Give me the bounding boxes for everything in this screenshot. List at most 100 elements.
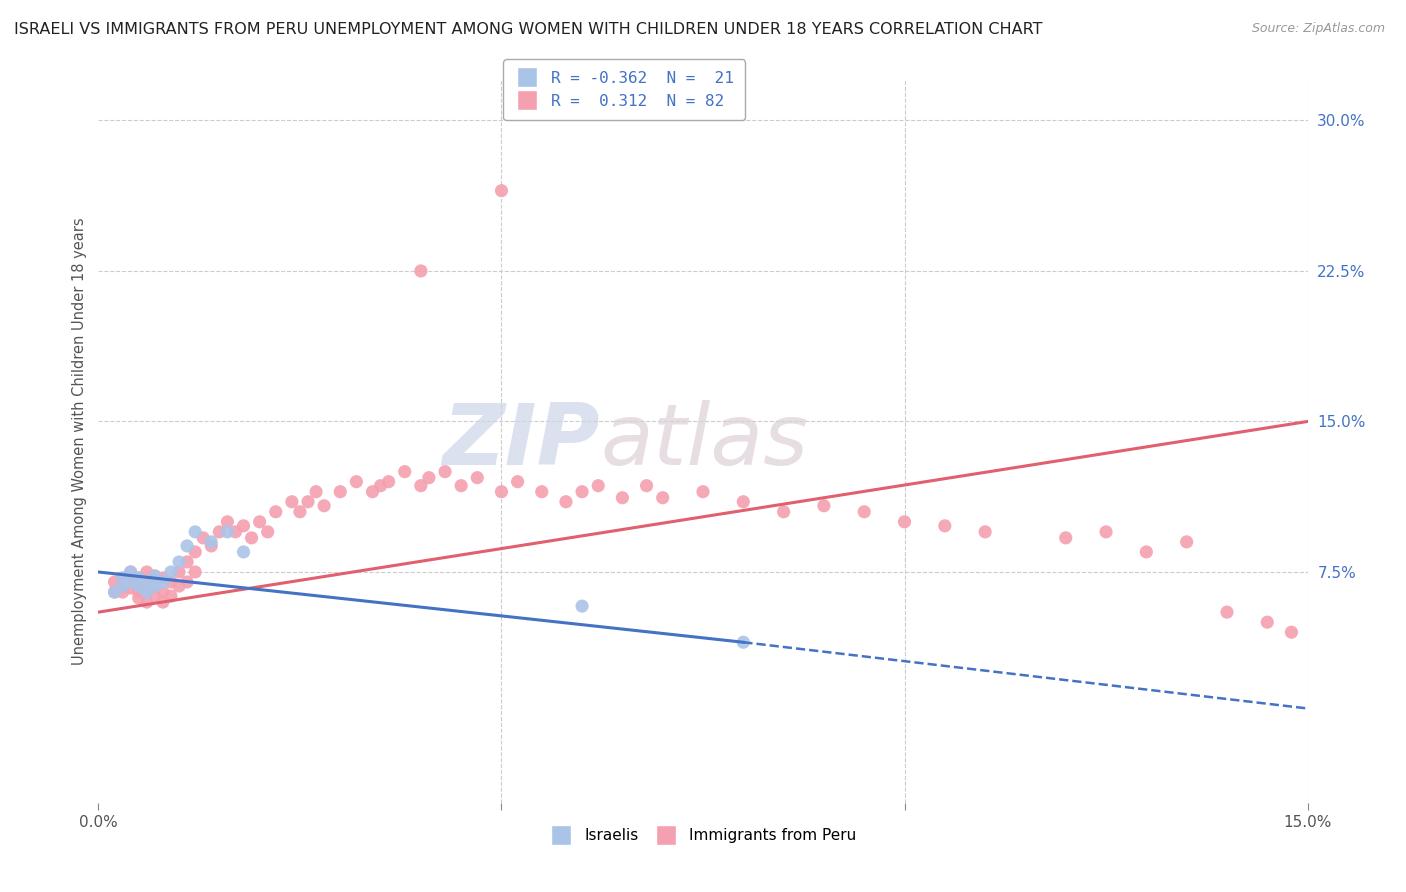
- Point: [636, 478, 658, 492]
- Point: [135, 585, 157, 599]
- Point: [128, 571, 150, 585]
- Point: [160, 565, 183, 579]
- Point: [103, 585, 125, 599]
- Point: [612, 491, 634, 505]
- Point: [111, 571, 134, 585]
- Point: [1256, 615, 1278, 630]
- Point: [184, 565, 207, 579]
- Text: ZIP: ZIP: [443, 400, 600, 483]
- Point: [224, 524, 246, 539]
- Point: [934, 519, 956, 533]
- Point: [314, 499, 336, 513]
- Point: [208, 524, 231, 539]
- Point: [465, 471, 488, 485]
- Point: [143, 569, 166, 583]
- Point: [288, 505, 311, 519]
- Point: [120, 565, 142, 579]
- Point: [370, 478, 392, 492]
- Point: [200, 534, 222, 549]
- Point: [120, 565, 142, 579]
- Point: [167, 555, 190, 569]
- Point: [450, 478, 472, 492]
- Point: [240, 531, 263, 545]
- Point: [200, 539, 222, 553]
- Point: [297, 494, 319, 508]
- Point: [249, 515, 271, 529]
- Point: [434, 465, 457, 479]
- Point: [135, 574, 157, 589]
- Point: [135, 565, 157, 579]
- Point: [1054, 531, 1077, 545]
- Point: [974, 524, 997, 539]
- Point: [120, 574, 142, 589]
- Point: [232, 545, 254, 559]
- Point: [344, 475, 367, 489]
- Point: [1095, 524, 1118, 539]
- Point: [103, 574, 125, 589]
- Point: [143, 579, 166, 593]
- Point: [184, 524, 207, 539]
- Point: [651, 491, 673, 505]
- Point: [167, 579, 190, 593]
- Point: [128, 571, 150, 585]
- Point: [167, 565, 190, 579]
- Point: [329, 484, 352, 499]
- Point: [1175, 534, 1198, 549]
- Point: [1281, 625, 1303, 640]
- Point: [111, 585, 134, 599]
- Point: [128, 585, 150, 599]
- Point: [571, 599, 593, 614]
- Point: [152, 571, 174, 585]
- Legend: Israelis, Immigrants from Peru: Israelis, Immigrants from Peru: [543, 822, 863, 849]
- Point: [152, 574, 174, 589]
- Y-axis label: Unemployment Among Women with Children Under 18 years: Unemployment Among Women with Children U…: [72, 218, 87, 665]
- Point: [555, 494, 578, 508]
- Point: [176, 555, 198, 569]
- Point: [1216, 605, 1239, 619]
- Point: [184, 545, 207, 559]
- Point: [256, 524, 278, 539]
- Point: [571, 484, 593, 499]
- Point: [128, 591, 150, 606]
- Point: [160, 574, 183, 589]
- Point: [120, 574, 142, 589]
- Point: [491, 184, 513, 198]
- Point: [135, 574, 157, 589]
- Point: [135, 595, 157, 609]
- Point: [143, 569, 166, 583]
- Point: [217, 524, 239, 539]
- Point: [176, 574, 198, 589]
- Text: Source: ZipAtlas.com: Source: ZipAtlas.com: [1251, 22, 1385, 36]
- Point: [111, 579, 134, 593]
- Point: [120, 581, 142, 595]
- Point: [377, 475, 399, 489]
- Point: [111, 579, 134, 593]
- Point: [217, 515, 239, 529]
- Point: [361, 484, 384, 499]
- Point: [232, 519, 254, 533]
- Point: [111, 571, 134, 585]
- Point: [418, 471, 440, 485]
- Point: [152, 595, 174, 609]
- Point: [160, 589, 183, 603]
- Point: [813, 499, 835, 513]
- Point: [409, 478, 432, 492]
- Point: [733, 494, 755, 508]
- Point: [409, 264, 432, 278]
- Point: [692, 484, 714, 499]
- Point: [733, 635, 755, 649]
- Point: [853, 505, 876, 519]
- Point: [586, 478, 609, 492]
- Point: [143, 589, 166, 603]
- Point: [506, 475, 529, 489]
- Point: [128, 579, 150, 593]
- Point: [530, 484, 553, 499]
- Point: [394, 465, 416, 479]
- Point: [135, 585, 157, 599]
- Text: atlas: atlas: [600, 400, 808, 483]
- Point: [128, 579, 150, 593]
- Point: [193, 531, 215, 545]
- Point: [1135, 545, 1157, 559]
- Point: [152, 585, 174, 599]
- Text: ISRAELI VS IMMIGRANTS FROM PERU UNEMPLOYMENT AMONG WOMEN WITH CHILDREN UNDER 18 : ISRAELI VS IMMIGRANTS FROM PERU UNEMPLOY…: [14, 22, 1043, 37]
